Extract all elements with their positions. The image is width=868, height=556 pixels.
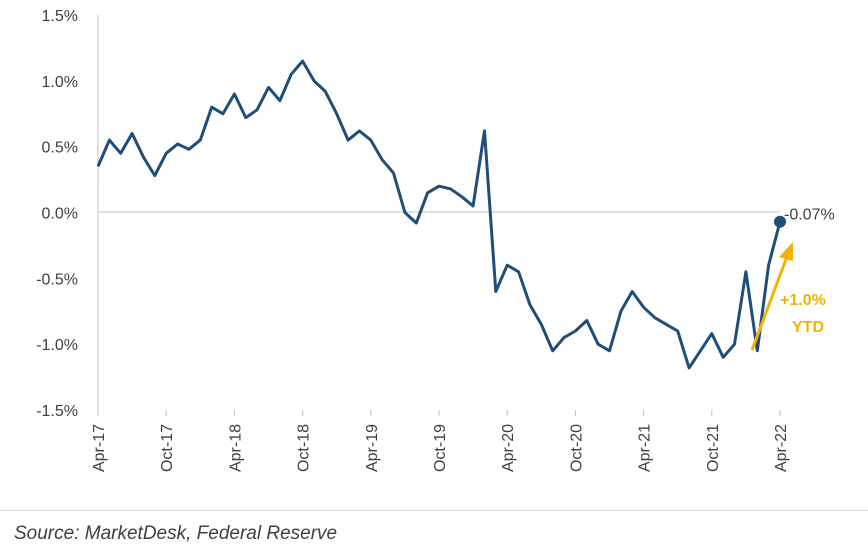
ytd-change-label: +1.0% [780,292,826,309]
y-axis: 1.5% 1.0% 0.5% 0.0% -0.5% -1.0% -1.5% [36,8,78,420]
divider [0,510,868,511]
x-tick-label: Apr-19 [364,424,381,472]
ytd-label: YTD [792,319,824,336]
end-value-label: -0.07% [784,207,835,224]
x-tick-label: Apr-21 [637,424,654,472]
x-tick-label: Oct-18 [296,424,313,472]
y-tick-label: 0.5% [42,140,78,157]
y-tick-label: -1.5% [36,403,78,420]
x-tick-label: Oct-19 [432,424,449,472]
x-tick-label: Oct-17 [159,424,176,472]
x-tick-label: Apr-20 [500,424,517,472]
ytd-arrow [750,242,793,351]
y-tick-label: 0.0% [42,206,78,223]
x-tick-label: Apr-18 [227,424,244,472]
x-tick-label: Apr-22 [773,424,790,472]
x-tick-label: Oct-21 [705,424,722,472]
x-tick-label: Oct-20 [568,424,585,472]
series-line [96,59,782,370]
y-tick-label: 1.5% [42,8,78,25]
y-tick-label: 1.0% [42,74,78,91]
x-axis: Apr-17 Oct-17 Apr-18 Oct-18 Apr-19 Oct-19 Apr-… [91,410,790,472]
x-tick-label: Apr-17 [91,424,108,472]
line-chart: 1.5% 1.0% 0.5% 0.0% -0.5% -1.0% -1.5% Apr-17 Oc… [36,8,835,472]
y-tick-label: -0.5% [36,271,78,288]
source-note: Source: MarketDesk, Federal Reserve [14,523,338,544]
end-point-marker [774,215,786,228]
y-tick-label: -1.0% [36,337,78,354]
